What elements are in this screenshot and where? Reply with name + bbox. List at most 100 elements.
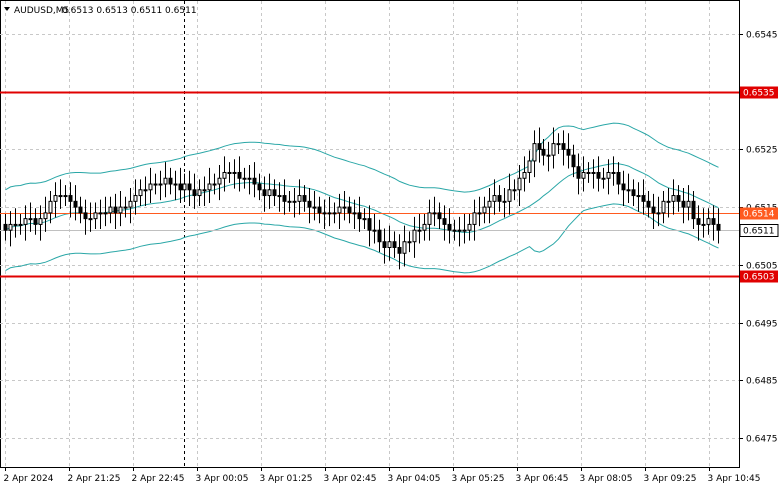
candle-up[interactable] xyxy=(546,154,551,157)
candle-down[interactable] xyxy=(367,218,372,231)
candle-up[interactable] xyxy=(457,229,462,232)
candle-up[interactable] xyxy=(387,241,392,248)
candle-up[interactable] xyxy=(626,189,631,192)
collapse-triangle-icon[interactable] xyxy=(4,7,10,11)
candle-up[interactable] xyxy=(477,212,482,215)
candle-down[interactable] xyxy=(68,195,73,202)
candle-up[interactable] xyxy=(138,189,143,197)
candle-up[interactable] xyxy=(342,206,347,209)
candle-up[interactable] xyxy=(482,206,487,214)
candle-up[interactable] xyxy=(297,195,302,202)
candle-down[interactable] xyxy=(437,212,442,220)
candle-up[interactable] xyxy=(427,212,432,225)
candle-down[interactable] xyxy=(83,212,88,220)
candle-up[interactable] xyxy=(232,171,237,174)
candle-up[interactable] xyxy=(327,212,332,215)
candle-up[interactable] xyxy=(661,200,666,214)
candle-down[interactable] xyxy=(447,223,452,231)
candle-up[interactable] xyxy=(287,200,292,203)
candle-up[interactable] xyxy=(407,241,412,244)
candle-up[interactable] xyxy=(706,218,711,225)
candle-down[interactable] xyxy=(676,195,681,202)
candle-down[interactable] xyxy=(347,206,352,214)
candle-up[interactable] xyxy=(277,195,282,198)
candle-up[interactable] xyxy=(656,212,661,215)
candle-down[interactable] xyxy=(631,189,636,197)
candle-up[interactable] xyxy=(133,195,138,202)
candle-down[interactable] xyxy=(651,206,656,214)
candle-up[interactable] xyxy=(93,212,98,220)
candle-down[interactable] xyxy=(192,189,197,197)
candle-up[interactable] xyxy=(492,195,497,202)
candle-up[interactable] xyxy=(417,229,422,232)
candle-down[interactable] xyxy=(307,200,312,208)
candle-up[interactable] xyxy=(532,143,537,162)
candle-down[interactable] xyxy=(382,241,387,248)
candle-down[interactable] xyxy=(317,206,322,214)
candle-down[interactable] xyxy=(113,206,118,214)
candle-down[interactable] xyxy=(537,143,542,150)
candle-down[interactable] xyxy=(257,183,262,191)
candle-down[interactable] xyxy=(178,183,183,191)
candle-up[interactable] xyxy=(452,229,457,232)
candle-up[interactable] xyxy=(512,189,517,192)
candle-up[interactable] xyxy=(267,189,272,197)
candle-down[interactable] xyxy=(596,171,601,179)
candle-up[interactable] xyxy=(158,183,163,186)
candle-up[interactable] xyxy=(556,143,561,146)
candle-up[interactable] xyxy=(88,218,93,221)
candle-up[interactable] xyxy=(362,218,367,221)
candle-up[interactable] xyxy=(98,212,103,215)
candle-up[interactable] xyxy=(212,183,217,186)
candle-up[interactable] xyxy=(207,183,212,191)
candle-up[interactable] xyxy=(18,223,23,226)
candle-up[interactable] xyxy=(8,223,13,231)
candle-down[interactable] xyxy=(252,177,257,185)
candle-up[interactable] xyxy=(53,195,58,202)
candle-up[interactable] xyxy=(202,189,207,192)
candle-up[interactable] xyxy=(671,195,676,202)
candle-up[interactable] xyxy=(38,218,43,225)
candle-down[interactable] xyxy=(237,171,242,179)
candle-down[interactable] xyxy=(711,218,716,225)
candle-down[interactable] xyxy=(641,195,646,202)
candle-up[interactable] xyxy=(43,212,48,220)
candle-up[interactable] xyxy=(163,177,168,185)
candle-up[interactable] xyxy=(197,189,202,197)
candle-up[interactable] xyxy=(63,195,68,198)
candle-down[interactable] xyxy=(357,212,362,220)
candle-up[interactable] xyxy=(522,171,527,179)
candle-down[interactable] xyxy=(691,200,696,220)
candle-up[interactable] xyxy=(686,200,691,208)
candle-up[interactable] xyxy=(472,212,477,225)
candle-down[interactable] xyxy=(497,195,502,202)
candle-down[interactable] xyxy=(571,154,576,168)
candle-down[interactable] xyxy=(616,171,621,185)
candle-down[interactable] xyxy=(302,195,307,202)
candle-up[interactable] xyxy=(108,206,113,214)
candle-up[interactable] xyxy=(153,183,158,186)
candle-down[interactable] xyxy=(392,241,397,248)
candle-up[interactable] xyxy=(507,189,512,202)
candle-up[interactable] xyxy=(148,183,153,191)
candle-up[interactable] xyxy=(352,212,357,215)
candle-up[interactable] xyxy=(586,171,591,174)
candle-up[interactable] xyxy=(118,206,123,214)
candle-down[interactable] xyxy=(3,223,8,231)
candle-up[interactable] xyxy=(636,195,641,198)
candle-up[interactable] xyxy=(123,206,128,209)
candle-down[interactable] xyxy=(541,148,546,156)
candle-down[interactable] xyxy=(282,195,287,202)
candle-down[interactable] xyxy=(696,218,701,225)
candle-up[interactable] xyxy=(551,143,556,156)
candle-down[interactable] xyxy=(272,189,277,197)
candle-up[interactable] xyxy=(606,171,611,179)
candle-up[interactable] xyxy=(242,177,247,180)
candle-up[interactable] xyxy=(217,177,222,185)
candle-down[interactable] xyxy=(73,200,78,208)
candle-up[interactable] xyxy=(173,183,178,186)
candle-up[interactable] xyxy=(527,160,532,173)
candle-up[interactable] xyxy=(412,229,417,243)
candle-up[interactable] xyxy=(666,200,671,203)
candle-down[interactable] xyxy=(621,183,626,191)
